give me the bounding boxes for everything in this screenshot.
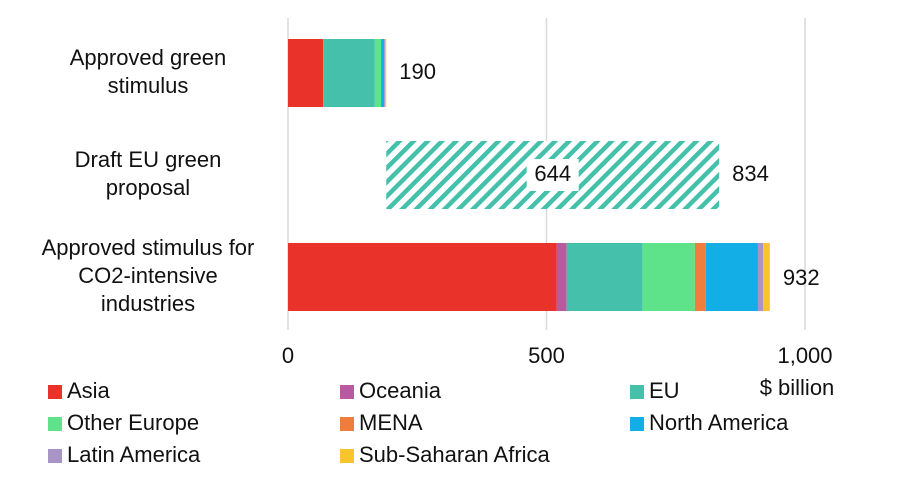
legend-swatch bbox=[340, 385, 354, 399]
x-tick-label: 500 bbox=[528, 343, 565, 368]
legend-label: Oceania bbox=[359, 378, 442, 403]
bar-segment bbox=[556, 243, 567, 311]
x-tick-label: 1,000 bbox=[777, 343, 832, 368]
legend-label: Other Europe bbox=[67, 410, 199, 435]
legend-label: Sub-Saharan Africa bbox=[359, 442, 551, 467]
legend-label: MENA bbox=[359, 410, 423, 435]
legend-swatch bbox=[630, 417, 644, 431]
category-label: Approved green bbox=[70, 45, 227, 70]
bar-segment bbox=[694, 243, 706, 311]
legend-label: Latin America bbox=[67, 442, 201, 467]
legend-label: North America bbox=[649, 410, 789, 435]
bar-segment bbox=[374, 39, 382, 107]
legend-swatch bbox=[48, 449, 62, 463]
category-label: stimulus bbox=[108, 73, 189, 98]
legend-swatch bbox=[48, 417, 62, 431]
legend-swatch bbox=[340, 449, 354, 463]
value-label: 644 bbox=[534, 161, 571, 186]
category-label: Approved stimulus for bbox=[42, 235, 255, 260]
bar-segment bbox=[288, 243, 557, 311]
bar-segment bbox=[288, 39, 324, 107]
bar-segment bbox=[705, 243, 758, 311]
bar-segment bbox=[385, 39, 387, 107]
category-label: industries bbox=[101, 291, 195, 316]
bar-segment bbox=[384, 39, 386, 107]
legend-label: Asia bbox=[67, 378, 111, 403]
label-background bbox=[526, 159, 579, 191]
legend-swatch bbox=[48, 385, 62, 399]
bar-segment bbox=[323, 39, 375, 107]
total-label: 190 bbox=[399, 59, 436, 84]
category-label: Draft EU green bbox=[75, 147, 222, 172]
bar-segment bbox=[757, 243, 764, 311]
x-axis-label: $ billion bbox=[760, 375, 835, 400]
total-label: 932 bbox=[783, 265, 820, 290]
category-label: CO2-intensive bbox=[78, 263, 217, 288]
bar-segment bbox=[642, 243, 695, 311]
x-tick-label: 0 bbox=[282, 343, 294, 368]
legend-swatch bbox=[630, 385, 644, 399]
legend-swatch bbox=[340, 417, 354, 431]
legend-label: EU bbox=[649, 378, 680, 403]
bar-segment bbox=[763, 243, 770, 311]
total-label: 834 bbox=[732, 161, 769, 186]
category-label: proposal bbox=[106, 175, 190, 200]
bar-segment bbox=[566, 243, 643, 311]
bar-segment bbox=[381, 39, 385, 107]
